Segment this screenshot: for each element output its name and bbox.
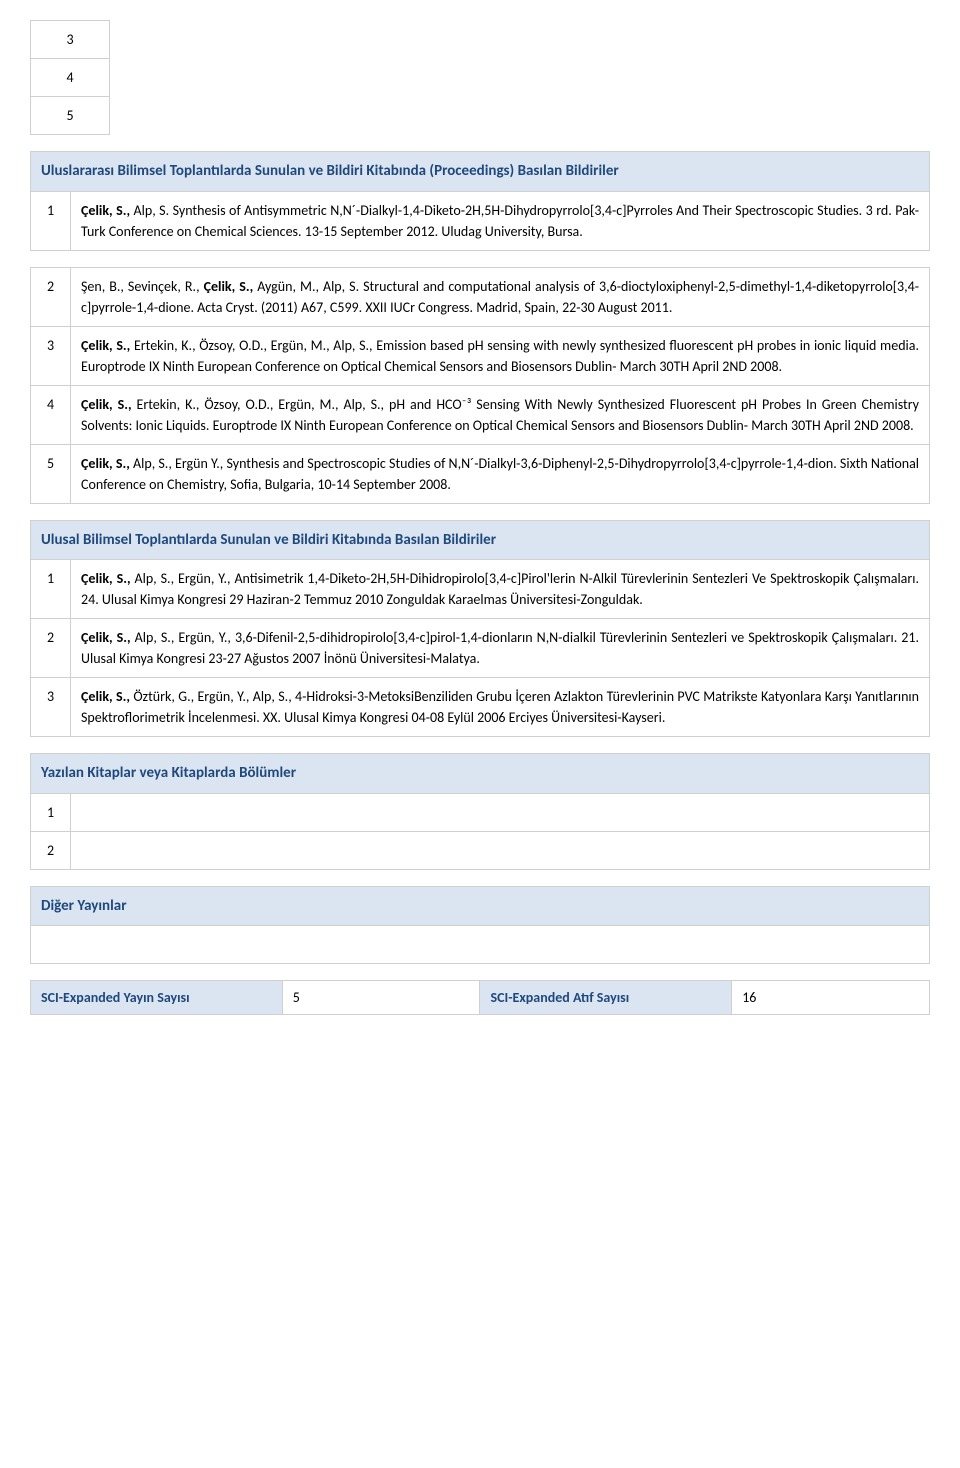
item-text-post: Alp, S., Ergün, Y., Antisimetrik 1,4-Dik… <box>81 570 919 608</box>
intl-item-bold: Çelik, S., <box>81 202 130 219</box>
item-body: Çelik, S., Alp, S., Ergün Y., Synthesis … <box>71 444 930 503</box>
item-bold: Çelik, S., <box>81 629 131 646</box>
other-empty-cell <box>31 926 930 964</box>
leading-row-num: 3 <box>31 21 110 59</box>
item-bold: Çelik, S., <box>204 278 254 295</box>
item-num: 1 <box>31 793 71 831</box>
item-num: 1 <box>31 560 71 619</box>
item-num: 3 <box>31 326 71 385</box>
item-bold: Çelik, S., <box>81 570 131 587</box>
item-text-pre: Şen, B., Sevinçek, R., <box>81 278 204 295</box>
item-body: Çelik, S., Alp, S., Ergün, Y., 3,6-Difen… <box>71 619 930 678</box>
item-text-post: Alp, S., Ergün Y., Synthesis and Spectro… <box>81 455 919 493</box>
stats-val-1: 5 <box>282 981 480 1015</box>
leading-row-num: 4 <box>31 59 110 97</box>
item-num: 2 <box>31 831 71 869</box>
item-text-post: Öztürk, G., Ergün, Y., Alp, S., 4-Hidrok… <box>81 688 919 726</box>
item-num: 3 <box>31 678 71 737</box>
other-section-title: Diğer Yayınlar <box>31 886 930 926</box>
item-body: Çelik, S., Alp, S., Ergün, Y., Antisimet… <box>71 560 930 619</box>
item-num: 5 <box>31 444 71 503</box>
intl-item-body: Çelik, S., Alp, S. Synthesis of Antisymm… <box>71 191 930 250</box>
item-num: 2 <box>31 619 71 678</box>
intl-section-table-2: 2Şen, B., Sevinçek, R., Çelik, S., Aygün… <box>30 267 930 504</box>
item-text-post: Ertekin, K., Özsoy, O.D., Ergün, M., Alp… <box>81 337 919 375</box>
intl-section-table-1: Uluslararası Bilimsel Toplantılarda Sunu… <box>30 151 930 251</box>
intl-item-num: 1 <box>31 191 71 250</box>
other-section-table: Diğer Yayınlar <box>30 886 930 965</box>
stats-label-2: SCI-Expanded Atıf Sayısı <box>480 981 732 1015</box>
item-body <box>71 831 930 869</box>
item-bold: Çelik, S., <box>81 337 130 354</box>
item-body: Şen, B., Sevinçek, R., Çelik, S., Aygün,… <box>71 267 930 326</box>
item-text-post: Ertekin, K., Özsoy, O.D., Ergün, M., Alp… <box>81 396 919 434</box>
item-body: Çelik, S., Öztürk, G., Ergün, Y., Alp, S… <box>71 678 930 737</box>
books-section-title: Yazılan Kitaplar veya Kitaplarda Bölümle… <box>31 754 930 794</box>
item-bold: Çelik, S., <box>81 688 130 705</box>
national-section-table: Ulusal Bilimsel Toplantılarda Sunulan ve… <box>30 520 930 738</box>
stats-table: SCI-Expanded Yayın Sayısı 5 SCI-Expanded… <box>30 980 930 1015</box>
books-section-table: Yazılan Kitaplar veya Kitaplarda Bölümle… <box>30 753 930 870</box>
intl-section-title: Uluslararası Bilimsel Toplantılarda Sunu… <box>31 152 930 192</box>
item-num: 2 <box>31 267 71 326</box>
item-text-post: Alp, S., Ergün, Y., 3,6-Difenil-2,5-dihi… <box>81 629 919 667</box>
item-body <box>71 793 930 831</box>
intl-item-rest: Alp, S. Synthesis of Antisymmetric N,N´-… <box>81 202 919 240</box>
stats-label-1: SCI-Expanded Yayın Sayısı <box>31 981 283 1015</box>
item-body: Çelik, S., Ertekin, K., Özsoy, O.D., Erg… <box>71 326 930 385</box>
stats-val-2: 16 <box>732 981 930 1015</box>
national-section-title: Ulusal Bilimsel Toplantılarda Sunulan ve… <box>31 520 930 560</box>
leading-rows-table: 345 <box>30 20 110 135</box>
item-num: 4 <box>31 385 71 444</box>
item-bold: Çelik, S., <box>81 396 132 413</box>
item-bold: Çelik, S., <box>81 455 130 472</box>
leading-row-num: 5 <box>31 97 110 135</box>
item-body: Çelik, S., Ertekin, K., Özsoy, O.D., Erg… <box>71 385 930 444</box>
